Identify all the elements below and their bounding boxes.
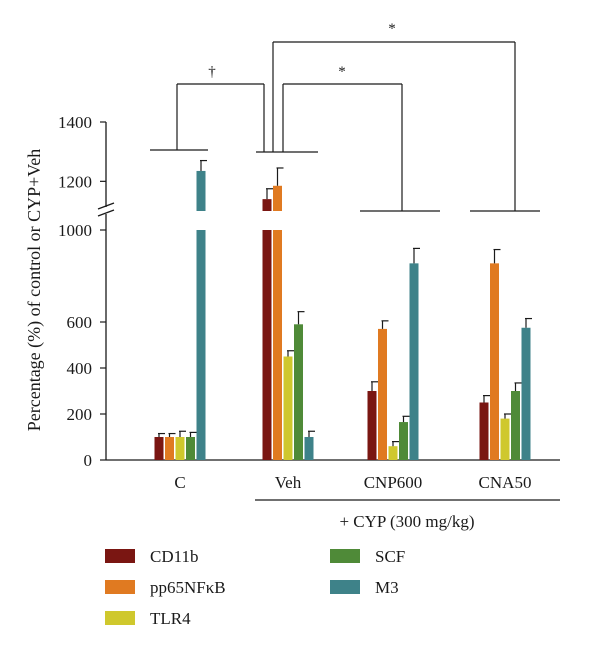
significance-brackets: † * * (150, 21, 540, 212)
y-tick-label: 200 (67, 405, 93, 424)
legend-swatch (105, 549, 135, 563)
bar (294, 324, 303, 460)
bar (196, 230, 206, 460)
axis-break-mark (97, 202, 115, 210)
legend-label: SCF (375, 547, 405, 566)
bar-upper-segment (262, 199, 272, 211)
bar (283, 356, 293, 460)
legend-label: M3 (375, 578, 399, 597)
bar (273, 230, 282, 460)
y-tick-label: 1200 (58, 172, 92, 191)
x-tick-label: CNA50 (479, 473, 532, 492)
y-tick-label: 400 (67, 359, 93, 378)
bar (154, 437, 164, 460)
y-tick-label: 600 (67, 313, 93, 332)
bar (304, 437, 314, 460)
axes: 0 200 400 600 1000 1200 1400 (58, 113, 560, 470)
bar (165, 437, 174, 460)
bar (409, 263, 419, 460)
legend-swatch (105, 580, 135, 594)
bar (367, 391, 377, 460)
y-tick-label: 1000 (58, 221, 92, 240)
legend-label: pp65NFκB (150, 578, 226, 597)
bar (399, 422, 408, 460)
bar (500, 418, 510, 460)
bar (378, 328, 387, 460)
axis-break-mark (97, 209, 115, 217)
bar (490, 263, 499, 460)
y-axis-label: Percentage (%) of control or CYP+Veh (24, 149, 45, 432)
y-tick-label: 0 (84, 451, 93, 470)
group-label: + CYP (300 mg/kg) (339, 512, 474, 531)
x-tick-label: Veh (275, 473, 302, 492)
bar (186, 437, 195, 460)
legend-swatch (330, 549, 360, 563)
x-tick-label: C (174, 473, 185, 492)
legend-swatch (330, 580, 360, 594)
x-tick-label: CNP600 (364, 473, 423, 492)
bar (521, 327, 531, 460)
bar-upper-segment (273, 185, 282, 211)
significance-marker: * (338, 64, 346, 80)
legend: CD11b pp65NFκB TLR4 SCF M3 (105, 547, 405, 628)
x-axis-labels: C Veh CNP600 CNA50 (174, 473, 531, 492)
significance-marker: * (388, 21, 396, 37)
bars (154, 159, 532, 460)
bar (175, 437, 185, 460)
bar (511, 391, 520, 460)
bar (479, 402, 489, 460)
bar (262, 230, 272, 460)
legend-label: CD11b (150, 547, 199, 566)
y-tick-label: 1400 (58, 113, 92, 132)
legend-label: TLR4 (150, 609, 191, 628)
bar-upper-segment (196, 170, 206, 211)
legend-swatch (105, 611, 135, 625)
significance-marker: † (208, 64, 216, 80)
bar (388, 446, 398, 460)
